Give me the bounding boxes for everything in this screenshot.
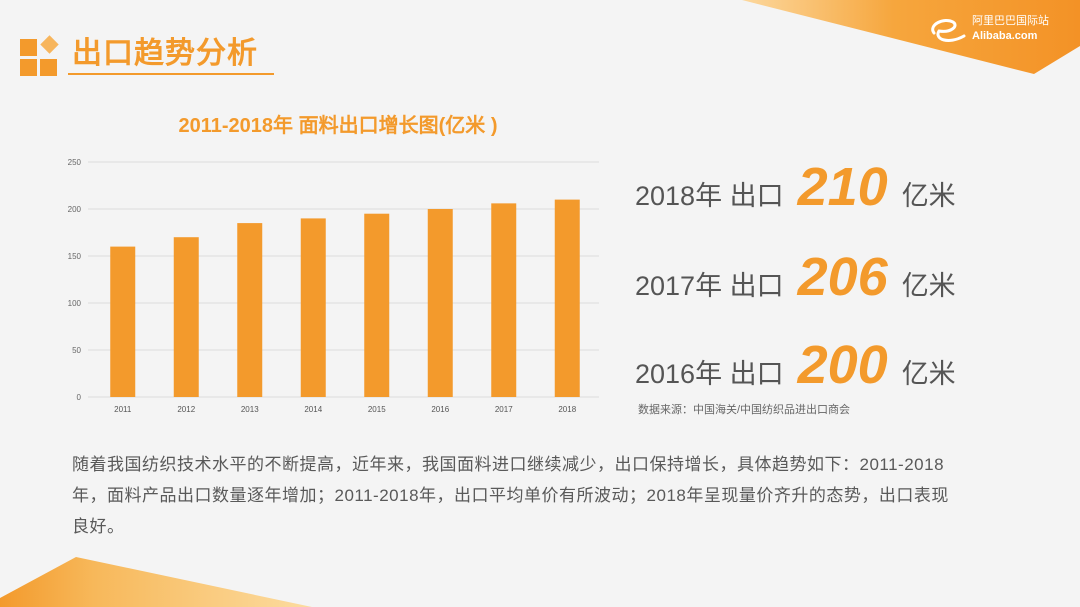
- bar-2013: [237, 223, 263, 397]
- corner-triangle-bottom-left: [0, 557, 312, 607]
- brand-logo: 阿里巴巴国际站 Alibaba.com: [926, 13, 1060, 47]
- summary-paragraph: 随着我国纺织技术水平的不断提高，近年来，我国面料进口继续减少，出口保持增长，具体…: [72, 455, 949, 536]
- bar-2014: [300, 218, 326, 397]
- bar-2011: [110, 246, 136, 397]
- x-tick-label: 2017: [495, 405, 513, 414]
- stat-label: 2018年 出口: [635, 181, 784, 211]
- stat-unit: 亿米: [901, 181, 956, 211]
- logo-square: [40, 59, 57, 76]
- stat-label: 2016年 出口: [635, 359, 784, 389]
- y-tick-label: 150: [68, 252, 82, 261]
- x-tick-label: 2018: [558, 405, 576, 414]
- stat-row: 2016年 出口 200 亿米: [635, 338, 956, 392]
- brand-name-cn: 阿里巴巴国际站: [972, 15, 1049, 27]
- x-tick-label: 2015: [368, 405, 386, 414]
- stat-value: 206: [797, 247, 888, 307]
- logo-diamond: [40, 35, 59, 54]
- data-source-note: 数据来源：中国海关/中国纺织品进出口商会: [638, 404, 851, 416]
- squares-diamond-icon: [19, 35, 59, 78]
- stat-value: 200: [797, 335, 888, 395]
- slide-title: 出口趋势分析: [72, 37, 258, 70]
- y-tick-label: 200: [68, 205, 82, 214]
- y-tick-label: 0: [77, 393, 82, 402]
- bar-2012: [173, 237, 199, 397]
- x-tick-label: 2012: [177, 405, 195, 414]
- y-tick-label: 100: [68, 299, 82, 308]
- chart-title: 2011-2018年 面料出口增长图(亿米 ): [178, 115, 498, 137]
- y-tick-label: 250: [68, 158, 82, 167]
- logo-square: [20, 59, 37, 76]
- bar-2017: [491, 203, 517, 397]
- stat-unit: 亿米: [901, 359, 956, 389]
- corner-band-top-right: [742, 0, 1080, 74]
- brand-name-en: Alibaba.com: [972, 30, 1038, 42]
- bar-2015: [364, 213, 390, 397]
- bar-2016: [427, 209, 453, 397]
- title-underline: [68, 73, 274, 75]
- x-tick-label: 2011: [114, 405, 132, 414]
- x-tick-label: 2013: [241, 405, 259, 414]
- alibaba-e-icon: [931, 18, 966, 42]
- stat-label: 2017年 出口: [635, 271, 784, 301]
- bar-2018: [554, 199, 580, 397]
- stat-row: 2017年 出口 206 亿米: [635, 250, 956, 304]
- x-tick-label: 2014: [304, 405, 322, 414]
- logo-square: [20, 39, 37, 56]
- stat-unit: 亿米: [901, 271, 956, 301]
- bar-chart: 0 50 100 150 200 250 2011 2012 2013 2014 2015 2016 2…: [68, 158, 599, 414]
- y-tick-label: 50: [72, 346, 81, 355]
- x-tick-label: 2016: [431, 405, 449, 414]
- stat-value: 210: [797, 157, 888, 217]
- stat-row: 2018年 出口 210 亿米: [635, 160, 956, 214]
